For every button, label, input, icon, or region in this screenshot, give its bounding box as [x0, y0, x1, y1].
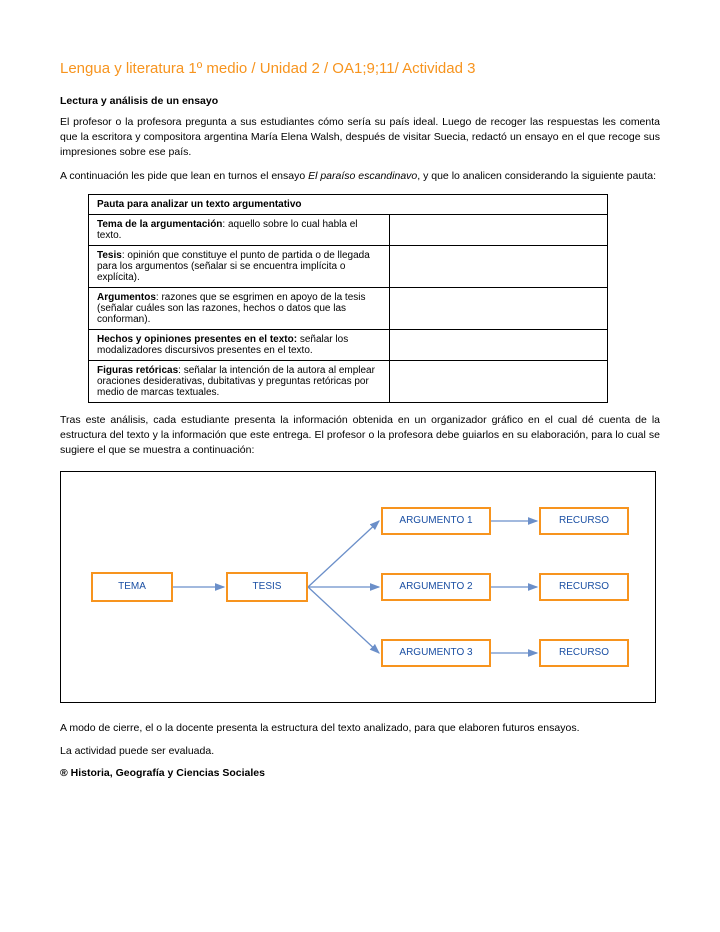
p2-part-b: , y que lo analicen considerando la sigu…	[417, 170, 656, 182]
node-arg1: ARGUMENTO 1	[381, 507, 491, 535]
paragraph-4: A modo de cierre, el o la docente presen…	[60, 721, 660, 736]
document-page: Lengua y literatura 1º medio / Unidad 2 …	[0, 0, 720, 819]
row-empty	[390, 329, 608, 360]
pauta-table: Pauta para analizar un texto argumentati…	[88, 194, 608, 403]
node-rec2: RECURSO	[539, 573, 629, 601]
table-row: Tesis: opinión que constituye el punto d…	[89, 245, 608, 287]
paragraph-1: El profesor o la profesora pregunta a su…	[60, 115, 660, 161]
table-row: Figuras retóricas: señalar la intención …	[89, 360, 608, 402]
node-rec1: RECURSO	[539, 507, 629, 535]
p2-part-a: A continuación les pide que lean en turn…	[60, 170, 308, 182]
page-title: Lengua y literatura 1º medio / Unidad 2 …	[60, 60, 660, 77]
section-subtitle: Lectura y análisis de un ensayo	[60, 95, 660, 107]
row-label: Figuras retóricas	[97, 365, 178, 376]
row-empty	[390, 360, 608, 402]
row-empty	[390, 245, 608, 287]
table-row: Argumentos: razones que se esgrimen en a…	[89, 287, 608, 329]
flow-diagram: TEMA TESIS ARGUMENTO 1 ARGUMENTO 2 ARGUM…	[60, 471, 656, 703]
footer-subject: ® Historia, Geografía y Ciencias Sociale…	[60, 767, 660, 779]
row-desc: : opinión que constituye el punto de par…	[97, 250, 370, 283]
node-rec3: RECURSO	[539, 639, 629, 667]
table-row: Hechos y opiniones presentes en el texto…	[89, 329, 608, 360]
paragraph-2: A continuación les pide que lean en turn…	[60, 169, 660, 184]
row-label: Argumentos	[97, 292, 156, 303]
row-label: Hechos y opiniones presentes en el texto…	[97, 334, 297, 345]
node-tema: TEMA	[91, 572, 173, 602]
pauta-header: Pauta para analizar un texto argumentati…	[89, 194, 608, 214]
row-label: Tema de la argumentación	[97, 219, 222, 230]
node-arg2: ARGUMENTO 2	[381, 573, 491, 601]
paragraph-5: La actividad puede ser evaluada.	[60, 744, 660, 759]
node-tesis: TESIS	[226, 572, 308, 602]
p2-essay-title: El paraíso escandinavo	[308, 170, 417, 182]
table-row: Tema de la argumentación: aquello sobre …	[89, 214, 608, 245]
paragraph-3: Tras este análisis, cada estudiante pres…	[60, 413, 660, 459]
row-label: Tesis	[97, 250, 122, 261]
row-empty	[390, 287, 608, 329]
row-empty	[390, 214, 608, 245]
node-arg3: ARGUMENTO 3	[381, 639, 491, 667]
